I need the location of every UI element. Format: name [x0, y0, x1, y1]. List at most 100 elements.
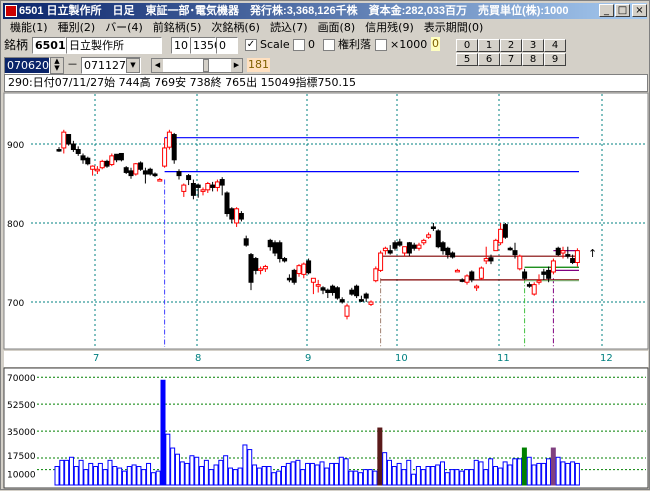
candle-body — [517, 255, 523, 270]
volume-bar — [93, 466, 99, 486]
menu-kinou[interactable]: 機能(1) — [10, 21, 48, 34]
menu-load[interactable]: 読込(7) — [269, 21, 308, 34]
candle-body — [301, 263, 307, 275]
volume-bar — [295, 459, 301, 486]
number-button-1[interactable]: 1 — [478, 39, 500, 52]
number-button-6[interactable]: 6 — [478, 53, 500, 66]
candle-body — [66, 134, 72, 145]
scale-checkbox[interactable]: ✓ — [245, 39, 257, 51]
month-label: 10 — [395, 353, 408, 364]
date-to-value: 071127 — [84, 59, 126, 72]
candle-body — [483, 258, 489, 262]
candle-body — [176, 171, 182, 177]
slider-thumb[interactable] — [202, 59, 209, 72]
maximize-button[interactable]: □ — [615, 4, 630, 17]
name-input[interactable]: 日立製作所 — [66, 37, 162, 54]
candle-body — [123, 167, 129, 173]
number-button-7[interactable]: 7 — [500, 53, 522, 66]
volume-bar — [309, 462, 315, 486]
candle-body — [186, 175, 192, 181]
volume-bar — [88, 462, 94, 486]
field3-input[interactable]: 0 — [216, 37, 238, 54]
scale-label: Scale — [260, 38, 290, 51]
volume-bar — [362, 469, 368, 486]
volume-bar — [430, 466, 436, 486]
volume-bar — [112, 466, 118, 486]
candle-body — [454, 269, 460, 273]
number-button-2[interactable]: 2 — [500, 39, 522, 52]
candle-body — [152, 173, 158, 177]
menu-prev-stock[interactable]: 前銘柄(5) — [152, 21, 202, 34]
code-label: 銘柄 — [4, 38, 29, 52]
candle-body — [133, 163, 139, 175]
volume-bar — [521, 447, 527, 486]
number-button-3[interactable]: 3 — [522, 39, 544, 52]
candle-body — [229, 208, 235, 220]
minimize-button[interactable]: _ — [599, 4, 614, 17]
date-to-select[interactable]: 071127 ▼ — [81, 57, 141, 74]
candle-body — [272, 242, 278, 254]
kenri-label: 権利落 — [338, 38, 371, 51]
candle-body — [138, 162, 144, 170]
month-label: 8 — [195, 353, 201, 364]
volume-bar — [242, 444, 248, 486]
candle-body — [224, 192, 230, 215]
volume-bar — [358, 472, 364, 486]
date-spinner[interactable]: ▲ ▼ — [50, 57, 64, 74]
menu-bar-type[interactable]: バー(4) — [105, 21, 143, 34]
volume-bar — [252, 464, 258, 486]
slider-right-arrow[interactable]: ▶ — [231, 59, 242, 72]
close-button[interactable]: × — [632, 4, 647, 17]
period-slider[interactable]: ◀ ▶ — [151, 58, 243, 73]
volume-bar — [333, 462, 339, 486]
volume-bar — [213, 464, 219, 486]
slider-left-arrow[interactable]: ◀ — [152, 59, 163, 72]
candle-body — [157, 179, 163, 182]
zero-checkbox[interactable] — [293, 39, 305, 51]
volume-bar — [141, 469, 147, 486]
candle-body — [162, 147, 168, 167]
number-button-4[interactable]: 4 — [544, 39, 566, 52]
menu-screen[interactable]: 画面(8) — [317, 21, 356, 34]
volume-bar — [541, 462, 547, 486]
candle-body — [570, 258, 576, 263]
menu-next-stock[interactable]: 次銘柄(6) — [211, 21, 260, 34]
number-button-8[interactable]: 8 — [522, 53, 544, 66]
field1-input[interactable]: 10 — [171, 37, 190, 54]
candle-body — [325, 289, 331, 294]
volume-bar — [266, 466, 272, 486]
volume-tick-label: 52500 — [7, 401, 36, 411]
candle-body — [142, 170, 148, 175]
menu-margin[interactable]: 信用残(9) — [365, 21, 414, 34]
volume-bar — [565, 462, 571, 486]
x1000-checkbox[interactable] — [375, 39, 387, 51]
code-input[interactable]: 6501 — [32, 37, 66, 54]
number-button-9[interactable]: 9 — [544, 53, 566, 66]
volume-bar — [439, 461, 445, 486]
volume-bar — [117, 467, 123, 486]
candle-body — [339, 299, 345, 303]
date-from-input[interactable]: 070620 — [4, 57, 50, 74]
volume-bar — [459, 470, 465, 486]
candle-body — [190, 183, 196, 196]
candle-body — [277, 242, 283, 260]
candle-body — [248, 254, 254, 283]
candle-body — [550, 260, 556, 273]
volume-bar — [271, 472, 277, 486]
volume-bar — [507, 464, 513, 486]
number-button-0[interactable]: 0 — [456, 39, 478, 52]
kenri-checkbox[interactable] — [323, 39, 335, 51]
volume-bar — [261, 466, 267, 486]
chevron-down-icon[interactable]: ▼ — [126, 58, 140, 73]
candle-body — [349, 289, 355, 295]
number-button-5[interactable]: 5 — [456, 53, 478, 66]
x1000-label: ×1000 — [390, 38, 428, 51]
candle-body — [378, 252, 384, 271]
month-label: 9 — [305, 353, 311, 364]
volume-bar — [444, 472, 450, 486]
candle-body — [512, 250, 518, 256]
menu-shubetsu[interactable]: 種別(2) — [57, 21, 96, 34]
menu-period[interactable]: 表示期間(0) — [423, 21, 484, 34]
volume-bar — [174, 453, 180, 486]
field2-input[interactable]: 1350 — [190, 37, 221, 54]
